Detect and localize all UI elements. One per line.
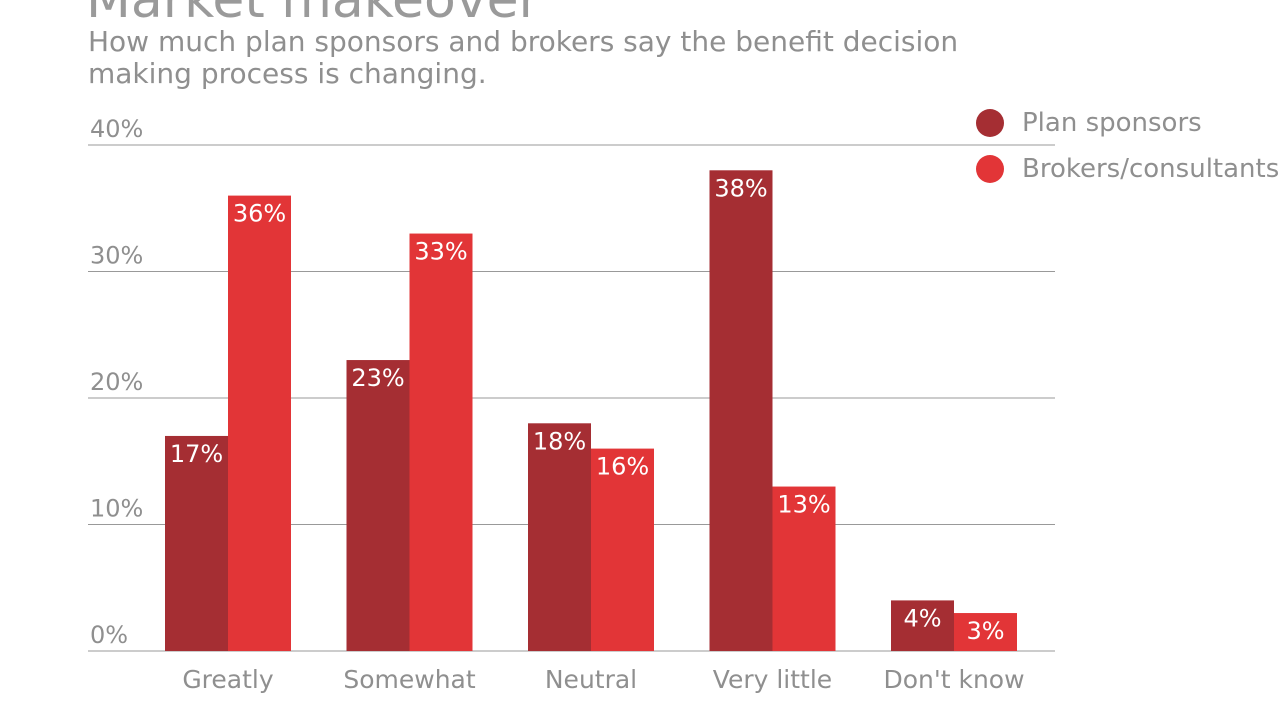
bar: [165, 435, 228, 651]
x-tick-label: Don't know: [883, 665, 1024, 694]
bar-value-label: 17%: [170, 440, 223, 468]
bar-value-label: 38%: [714, 174, 767, 202]
bar: [954, 613, 1017, 651]
bar: [228, 195, 291, 651]
x-tick-label: Very little: [713, 665, 832, 694]
bar: [891, 600, 954, 651]
legend-item-plan-sponsors: Plan sponsors: [976, 108, 1279, 138]
bar: [709, 170, 773, 652]
bar-value-label: 4%: [903, 604, 941, 632]
y-tick-label: 40%: [90, 115, 143, 143]
legend-item-brokers-consultants: Brokers/consultants: [976, 154, 1279, 184]
bar-value-label: 33%: [414, 238, 467, 266]
bar: [409, 233, 473, 652]
bar-value-label: 3%: [966, 617, 1004, 645]
x-tick-label: Neutral: [545, 665, 637, 694]
bar-value-label: 18%: [533, 427, 586, 455]
y-tick-label: 10%: [90, 495, 143, 523]
legend-swatch-plan-sponsors: [976, 109, 1004, 137]
bar-value-label: 13%: [777, 491, 830, 519]
chart-title: Market makeover: [86, 0, 541, 30]
x-tick-label: Greatly: [182, 665, 274, 694]
y-tick-label: 30%: [90, 242, 143, 270]
y-tick-label: 0%: [90, 621, 128, 649]
bar-value-label: 36%: [233, 200, 286, 228]
legend-label-plan-sponsors: Plan sponsors: [1022, 108, 1202, 138]
bar: [772, 486, 836, 651]
chart-subtitle: How much plan sponsors and brokers say t…: [88, 25, 959, 90]
legend: Plan sponsors Brokers/consultants: [976, 108, 1279, 200]
legend-swatch-brokers-consultants: [976, 155, 1004, 183]
bar-value-label: 16%: [596, 453, 649, 481]
bar: [528, 423, 591, 651]
x-tick-label: Somewhat: [343, 665, 476, 694]
bar-value-label: 23%: [351, 364, 404, 392]
bar: [591, 448, 654, 651]
legend-label-brokers-consultants: Brokers/consultants: [1022, 154, 1280, 184]
y-tick-label: 20%: [90, 368, 143, 396]
bar: [346, 360, 410, 651]
